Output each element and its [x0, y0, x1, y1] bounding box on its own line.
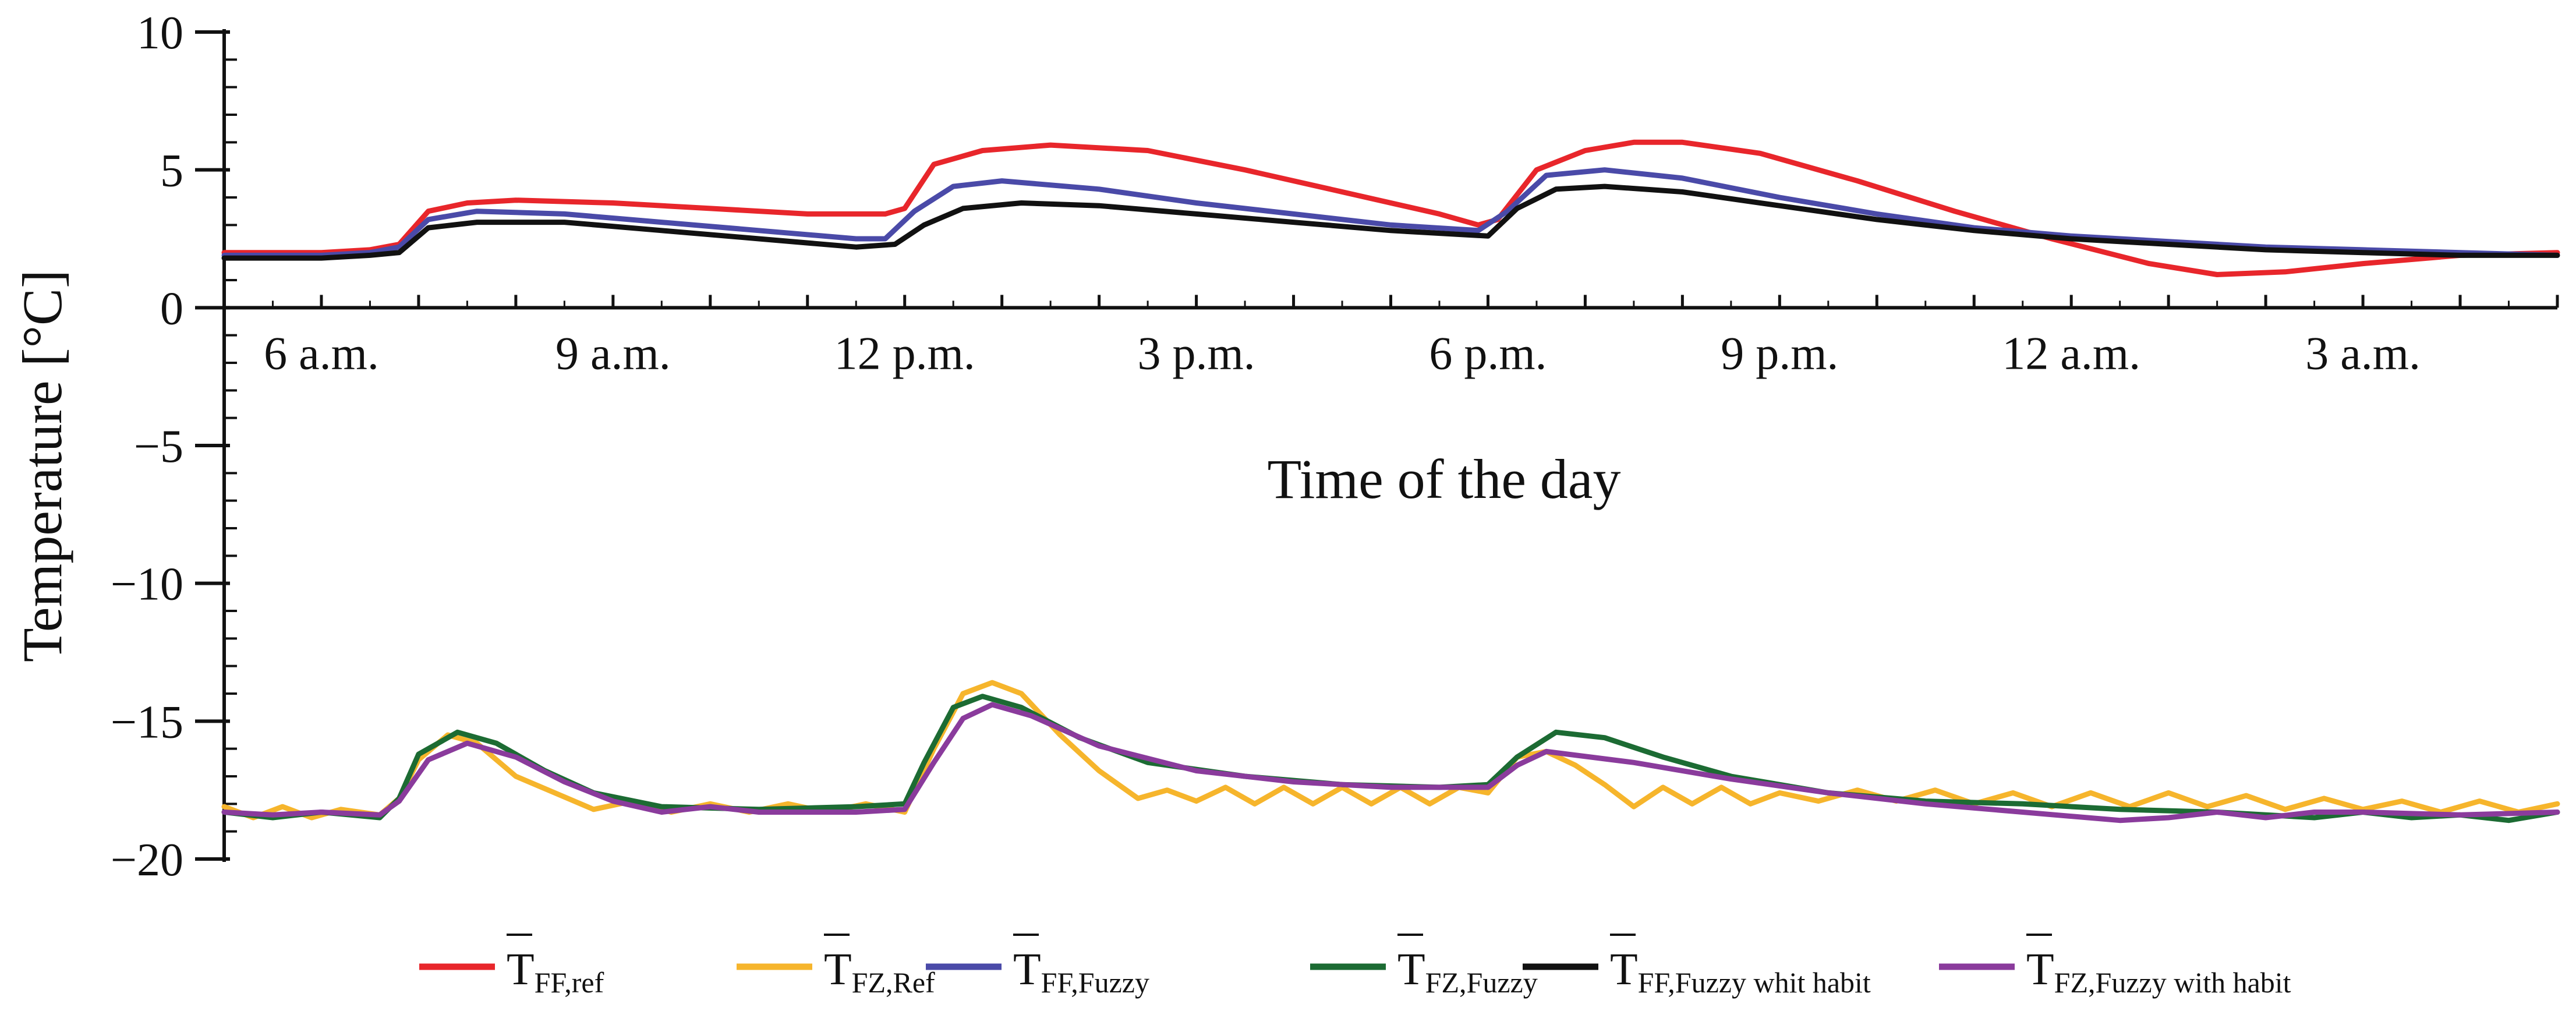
legend-label-ff-fuzzy-whit-habit: TFF,Fuzzy whit habit	[1610, 943, 1871, 999]
axes: 10 5 0 −5 −10 −15 −20 6 a.m. 9 a.m. 12 p.m. 3 p.m.…	[111, 8, 2559, 886]
series-line-fz-ref	[221, 680, 2560, 821]
x-tick-label: 6 a.m.	[264, 328, 379, 379]
y-tick-label: −5	[134, 421, 183, 472]
legend: TFF,ref TFZ,Ref TFF,Fuzzy TFZ,Fuzzy TFF,Fuzz…	[419, 934, 2291, 999]
x-tick-label: 9 a.m.	[555, 328, 671, 379]
y-tick-label: −10	[111, 559, 183, 610]
legend-subscript: FZ,Fuzzy	[1425, 966, 1538, 999]
legend-symbol: T	[1397, 943, 1425, 994]
y-axis-label: Temperature [°C]	[11, 270, 73, 662]
series-line-ff-fuzzy-whit-habit	[221, 183, 2560, 261]
series-line-ff-fuzzy	[221, 167, 2560, 258]
series-line-fz-fuzzy-with-habit	[221, 702, 2560, 823]
y-tick-label: −20	[111, 835, 183, 886]
y-tick-label: 0	[160, 283, 183, 334]
x-tick-label: 12 a.m.	[2002, 328, 2140, 379]
legend-label-fz-ref: TFZ,Ref	[824, 943, 935, 999]
legend-subscript: FZ,Fuzzy with habit	[2054, 966, 2291, 999]
legend-symbol: T	[507, 943, 535, 994]
legend-symbol: T	[1610, 943, 1638, 994]
legend-label-ff-fuzzy: TFF,Fuzzy	[1013, 943, 1149, 999]
x-tick-label: 9 p.m.	[1721, 328, 1838, 379]
x-tick-label: 3 p.m.	[1137, 328, 1255, 379]
legend-subscript: FZ,Ref	[852, 966, 935, 999]
legend-label-fz-fuzzy-with-habit: TFZ,Fuzzy with habit	[2026, 943, 2291, 999]
legend-label-ff-ref: TFF,ref	[507, 943, 604, 999]
x-tick-label: 3 a.m.	[2305, 328, 2421, 379]
legend-subscript: FF,Fuzzy	[1041, 966, 1149, 999]
series-line-ff-ref	[221, 139, 2560, 277]
legend-label-fz-fuzzy: TFZ,Fuzzy	[1397, 943, 1538, 999]
y-tick-label: 10	[137, 8, 183, 59]
legend-symbol: T	[1013, 943, 1041, 994]
x-axis-label: Time of the day	[1267, 448, 1620, 510]
x-tick-label: 12 p.m.	[834, 328, 975, 379]
y-tick-label: 5	[160, 146, 183, 197]
series-layer	[221, 139, 2560, 823]
x-tick-label: 6 p.m.	[1429, 328, 1547, 379]
y-tick-label: −15	[111, 697, 183, 748]
legend-symbol: T	[824, 943, 852, 994]
legend-subscript: FF,Fuzzy whit habit	[1638, 966, 1871, 999]
legend-subscript: FF,ref	[535, 966, 604, 999]
legend-symbol: T	[2026, 943, 2054, 994]
